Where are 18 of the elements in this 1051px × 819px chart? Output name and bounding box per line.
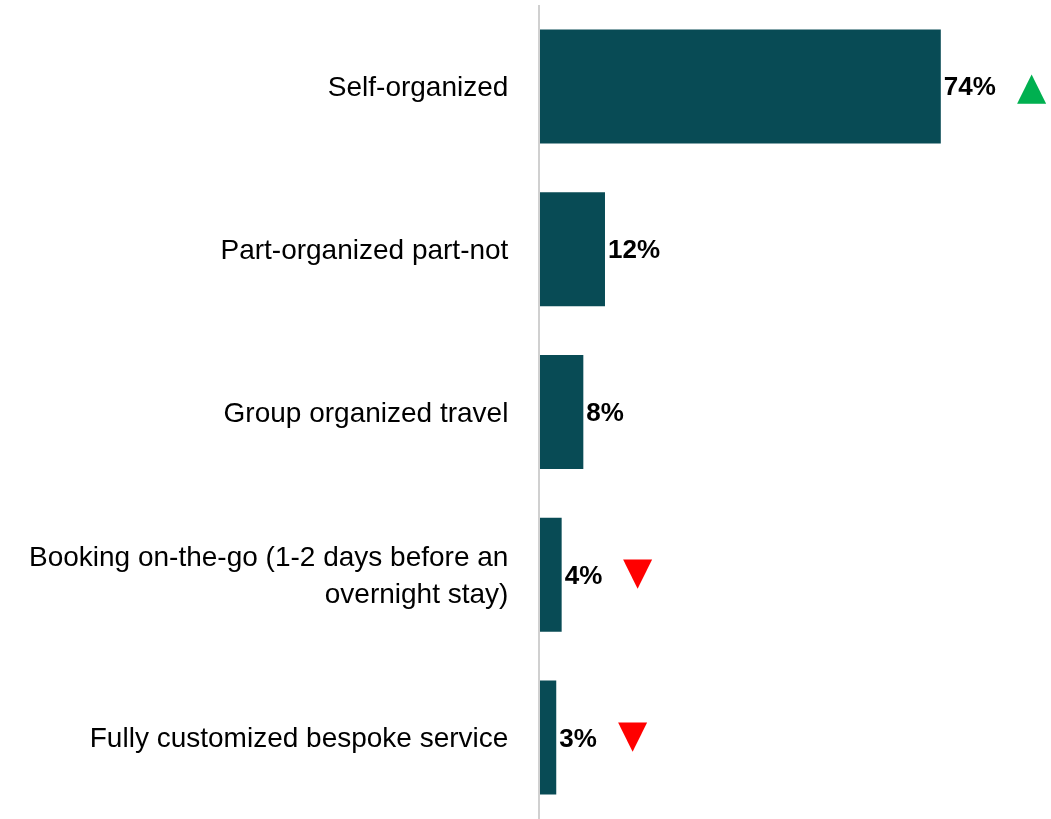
annotation: ▼ bbox=[618, 712, 648, 756]
annotation: ▼ bbox=[623, 549, 653, 593]
bar bbox=[540, 355, 584, 469]
y-tick-label: Booking on-the-go (1-2 days before an overnight stay) bbox=[28, 541, 509, 609]
y-tick-label: Part-organized part-not bbox=[220, 234, 509, 265]
y-tick-label: Group organized travel bbox=[223, 396, 509, 428]
bar bbox=[540, 192, 605, 307]
data-label: 3% bbox=[559, 722, 597, 753]
data-label: 74% bbox=[943, 71, 996, 102]
data-label: 12% bbox=[607, 234, 661, 265]
y-tick-label: Self-organized bbox=[327, 71, 509, 103]
y-tick-label: Fully customized bespoke service bbox=[89, 722, 509, 754]
bar bbox=[540, 29, 941, 144]
data-label: 4% bbox=[564, 559, 603, 590]
bar bbox=[540, 517, 562, 632]
bar bbox=[540, 680, 557, 795]
annotation: ▲ bbox=[1017, 64, 1047, 108]
data-label: 8% bbox=[586, 397, 624, 427]
